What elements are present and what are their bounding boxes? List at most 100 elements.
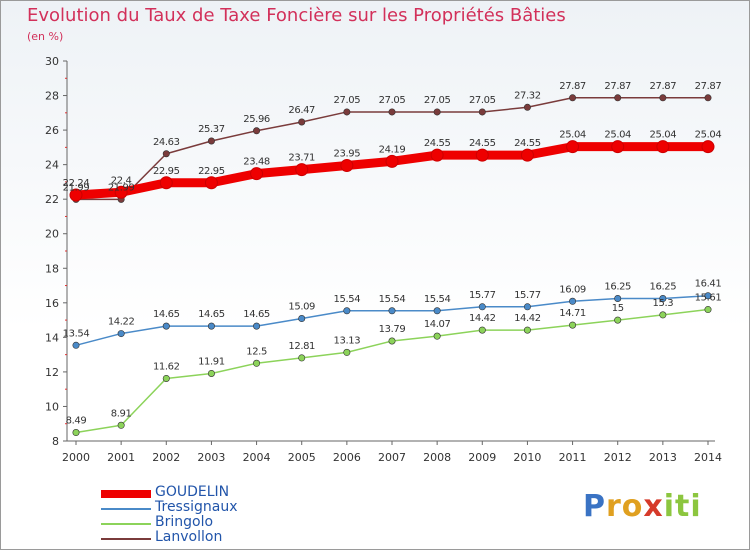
data-point-lanvollon [343, 108, 351, 116]
data-label-tressignaux: 16.25 [650, 282, 677, 293]
data-label-tressignaux: 15.77 [469, 290, 496, 301]
legend-swatch-lanvollon [101, 538, 151, 540]
data-label-tressignaux: 14.22 [108, 317, 135, 328]
data-label-bringolo: 13.13 [334, 335, 361, 346]
x-tick-label: 2003 [197, 451, 225, 464]
data-label-bringolo: 15 [612, 303, 624, 314]
data-point-bringolo [72, 429, 80, 437]
data-point-tressignaux [343, 307, 351, 315]
data-label-lanvollon: 25.37 [198, 124, 225, 135]
data-label-lanvollon: 21.99 [63, 182, 90, 193]
data-label-bringolo: 15.3 [653, 298, 674, 309]
data-label-goudelin: 22.4 [111, 175, 132, 186]
y-tick-label: 14 [45, 331, 59, 344]
y-tick-label: 22 [45, 193, 59, 206]
legend-swatch-goudelin [101, 490, 151, 498]
data-label-lanvollon: 25.96 [243, 114, 270, 125]
data-label-lanvollon: 27.05 [379, 95, 406, 106]
data-label-goudelin: 25.04 [650, 130, 677, 141]
proxiti-logo: Proxiti [583, 489, 702, 524]
data-label-goudelin: 22.95 [153, 166, 180, 177]
data-label-goudelin: 25.04 [559, 130, 586, 141]
data-point-goudelin [520, 148, 534, 162]
data-label-bringolo: 8.91 [111, 408, 132, 419]
data-label-tressignaux: 16.09 [559, 284, 586, 295]
data-point-tressignaux [253, 322, 261, 330]
data-point-bringolo [162, 374, 170, 382]
data-point-goudelin [566, 140, 580, 154]
data-label-bringolo: 14.07 [424, 319, 451, 330]
data-label-goudelin: 24.55 [514, 138, 541, 149]
data-label-lanvollon: 27.87 [559, 81, 586, 92]
data-label-tressignaux: 15.77 [514, 290, 541, 301]
data-point-lanvollon [478, 108, 486, 116]
legend-label-bringolo: Bringolo [155, 514, 214, 530]
legend-label-lanvollon: Lanvollon [155, 529, 223, 545]
data-point-lanvollon [569, 94, 577, 102]
data-point-tressignaux [72, 341, 80, 349]
data-label-goudelin: 22.95 [198, 166, 225, 177]
data-label-tressignaux: 15.54 [379, 294, 406, 305]
data-label-bringolo: 8.49 [66, 416, 87, 427]
data-label-lanvollon: 27.87 [695, 81, 722, 92]
data-label-tressignaux: 15.54 [424, 294, 451, 305]
x-tick-label: 2014 [694, 451, 722, 464]
data-point-tressignaux [614, 294, 622, 302]
data-label-goudelin: 23.95 [334, 149, 361, 160]
data-point-lanvollon [207, 137, 215, 145]
chart-title: Evolution du Taux de Taxe Foncière sur l… [27, 5, 566, 26]
y-tick-label: 20 [45, 228, 59, 241]
data-label-lanvollon: 27.87 [604, 81, 631, 92]
data-label-goudelin: 23.48 [243, 157, 270, 168]
data-point-goudelin [114, 185, 128, 199]
data-point-goudelin [430, 148, 444, 162]
data-point-bringolo [117, 421, 125, 429]
unit-label: (en %) [27, 30, 64, 43]
data-point-tressignaux [117, 330, 125, 338]
x-tick-label: 2002 [152, 451, 180, 464]
data-point-bringolo [298, 354, 306, 362]
data-label-lanvollon: 26.47 [288, 105, 315, 116]
y-tick-label: 8 [52, 435, 59, 448]
data-point-tressignaux [388, 307, 396, 315]
data-point-lanvollon [659, 94, 667, 102]
data-point-goudelin [204, 176, 218, 190]
data-label-lanvollon: 27.87 [650, 81, 677, 92]
data-label-lanvollon: 27.32 [514, 90, 541, 101]
data-point-goudelin [475, 148, 489, 162]
data-label-lanvollon: 27.05 [424, 95, 451, 106]
data-label-goudelin: 25.04 [604, 130, 631, 141]
data-point-goudelin [656, 140, 670, 154]
x-tick-label: 2001 [107, 451, 135, 464]
data-point-lanvollon [388, 108, 396, 116]
logo-letters-ro: ro [606, 489, 644, 524]
y-tick-label: 30 [45, 55, 59, 68]
data-label-bringolo: 14.71 [559, 308, 586, 319]
data-label-lanvollon: 24.63 [153, 137, 180, 148]
data-point-bringolo [659, 311, 667, 319]
logo-letter-x: x [643, 489, 664, 524]
data-point-bringolo [253, 359, 261, 367]
x-tick-label: 2007 [378, 451, 406, 464]
logo-letter-p: P [583, 489, 606, 524]
data-point-goudelin [295, 163, 309, 177]
data-label-bringolo: 13.79 [379, 324, 406, 335]
y-tick-label: 24 [45, 159, 59, 172]
data-point-bringolo [433, 332, 441, 340]
data-point-goudelin [69, 188, 83, 202]
legend-label-goudelin: GOUDELIN [155, 484, 230, 500]
data-point-lanvollon [704, 94, 712, 102]
data-point-lanvollon [523, 103, 531, 111]
x-tick-label: 2009 [468, 451, 496, 464]
data-label-goudelin: 23.71 [288, 153, 315, 164]
data-label-bringolo: 14.42 [469, 313, 496, 324]
data-point-tressignaux [478, 303, 486, 311]
data-point-tressignaux [433, 307, 441, 315]
data-label-tressignaux: 16.25 [604, 282, 631, 293]
data-label-bringolo: 14.42 [514, 313, 541, 324]
x-tick-label: 2006 [333, 451, 361, 464]
data-label-tressignaux: 14.65 [198, 309, 225, 320]
x-tick-label: 2011 [559, 451, 587, 464]
